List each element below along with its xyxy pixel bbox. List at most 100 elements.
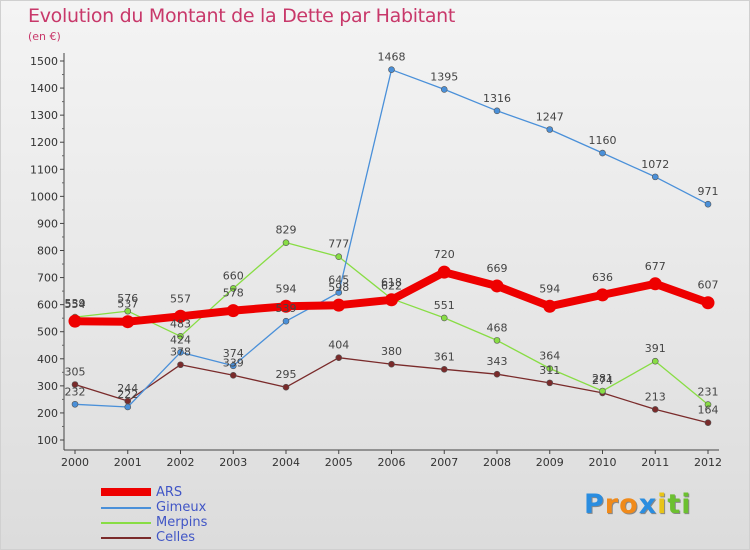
logo-letter: t [667,489,682,520]
legend-item: Merpins [101,515,301,530]
logo-letter: r [604,489,620,520]
data-point-merpins [651,357,659,365]
x-tick-label: 2010 [589,456,617,469]
value-label-celles: 380 [381,345,402,358]
x-tick-label: 2011 [641,456,669,469]
y-tick-label: 500 [37,326,58,339]
x-tick-label: 2000 [61,456,89,469]
value-label-merpins: 364 [539,350,560,363]
data-point-merpins [704,401,712,408]
data-point-celles [493,370,501,378]
data-point-gimeux [335,289,343,296]
value-label-gimeux: 971 [698,185,719,198]
data-point-gimeux [282,317,290,325]
y-tick-label: 900 [37,217,58,230]
data-point-celles [388,360,395,368]
data-point-gimeux [177,348,184,356]
data-point-ars [596,288,609,302]
value-label-merpins: 551 [434,299,455,312]
value-label-celles: 378 [170,346,191,359]
logo-letter: x [638,489,658,520]
value-label-merpins: 468 [487,321,508,334]
value-label-celles: 244 [117,382,138,395]
legend-label: Merpins [156,515,208,530]
value-label-ars: 677 [645,260,666,273]
value-label-celles: 361 [434,350,455,363]
data-point-gimeux [229,362,237,370]
value-label-merpins: 554 [65,298,86,311]
value-label-celles: 339 [223,356,244,369]
data-point-gimeux [440,86,448,93]
logo-letter: P [584,489,605,520]
x-tick-label: 2009 [536,456,564,469]
value-label-ars: 720 [434,248,455,261]
legend-swatch [101,537,151,539]
data-point-merpins [229,285,237,292]
data-point-ars [437,265,451,279]
value-label-gimeux: 1395 [430,70,458,83]
value-label-gimeux: 1072 [641,158,669,171]
y-tick-label: 600 [37,299,58,312]
value-label-ars: 607 [698,279,719,292]
data-point-merpins [124,307,132,315]
value-label-celles: 274 [592,374,613,387]
value-label-ars: 537 [117,298,138,311]
y-tick-label: 300 [37,380,58,393]
x-tick-label: 2002 [167,456,195,469]
x-tick-label: 2007 [430,456,458,469]
y-tick-label: 400 [37,353,58,366]
data-point-celles [651,406,659,413]
value-label-gimeux: 1468 [378,51,406,64]
x-tick-label: 2008 [483,456,511,469]
data-point-ars [174,309,187,323]
y-tick-label: 800 [37,245,58,258]
legend-swatch [101,488,151,496]
chart-title: Evolution du Montant de la Dette par Hab… [28,5,456,27]
value-label-merpins: 483 [170,317,191,330]
data-point-celles [335,354,343,362]
x-tick-label: 2005 [325,456,353,469]
data-point-ars [279,299,293,313]
value-label-ars: 598 [328,281,349,294]
data-point-celles [177,361,184,369]
value-label-merpins: 231 [698,386,719,399]
data-point-merpins [177,333,184,340]
x-tick-label: 2012 [694,456,722,469]
data-point-celles [704,419,712,426]
value-label-gimeux: 232 [65,385,86,398]
data-point-merpins [546,365,554,372]
data-point-celles [229,371,237,379]
data-point-gimeux [704,200,712,208]
value-label-ars: 669 [487,262,508,275]
legend-swatch [101,522,151,524]
value-label-merpins: 576 [117,292,138,305]
value-label-ars: 578 [223,287,244,300]
data-point-merpins [493,337,501,344]
value-label-gimeux: 1160 [589,134,617,147]
value-label-merpins: 777 [328,238,349,251]
chart-axes: 100 200 300 400 500 600 700 800 900 1000 1100 1200 1… [30,53,722,469]
value-label-gimeux: 1316 [483,92,511,105]
value-label-gimeux: 222 [117,388,138,401]
data-point-merpins [440,314,448,322]
data-point-ars [121,315,135,329]
data-point-ars [68,314,82,328]
value-label-ars: 636 [592,271,613,284]
data-point-celles [282,383,290,391]
value-label-celles: 164 [698,404,719,417]
legend: ARS Gimeux Merpins Celles [101,485,301,545]
data-point-celles [546,379,554,387]
y-tick-label: 1500 [30,55,58,68]
x-tick-label: 2001 [114,456,142,469]
proxiti-logo: Proxiti [584,489,692,520]
x-tick-label: 2003 [219,456,247,469]
data-point-gimeux [651,173,659,181]
value-label-gimeux: 539 [276,302,297,315]
value-label-gimeux: 374 [223,347,244,360]
value-label-merpins: 660 [223,269,244,282]
data-point-merpins [335,253,343,261]
value-label-merpins: 829 [276,224,297,237]
legend-item: Celles [101,530,301,545]
logo-letter: i [657,489,668,520]
